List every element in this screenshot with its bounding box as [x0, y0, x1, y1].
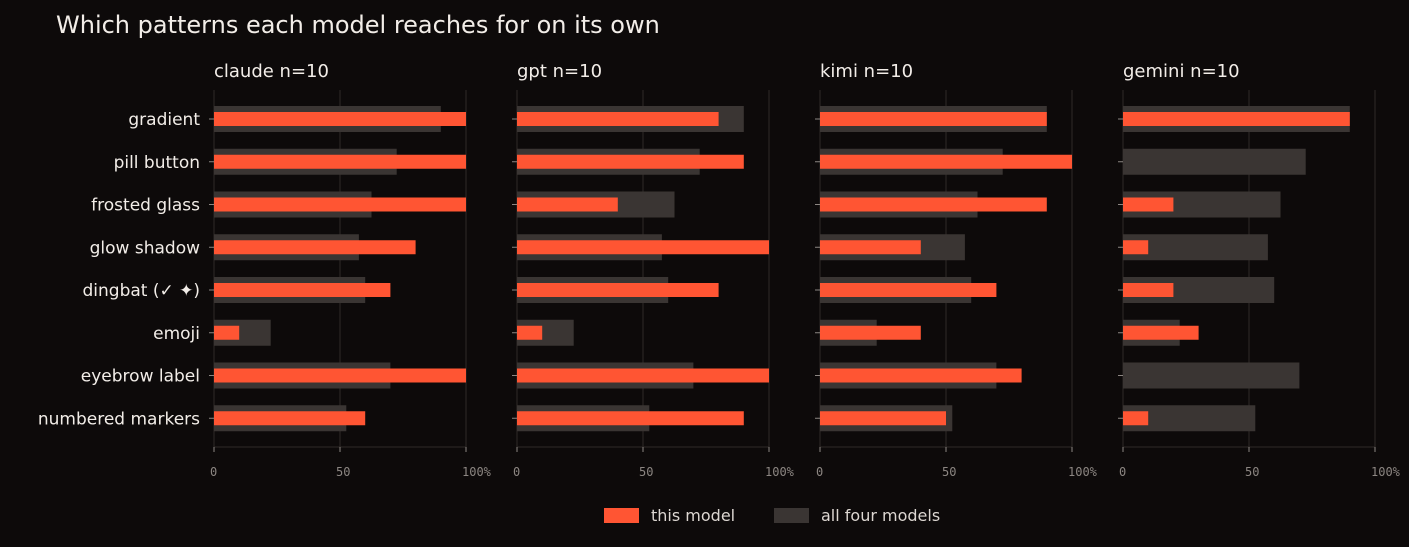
panel-gemini: gemini n=10 0 50 100% — [1118, 61, 1401, 479]
this-model-bar — [517, 368, 769, 383]
category-label: glow shadow — [90, 238, 200, 258]
this-model-bar — [1123, 325, 1199, 340]
this-model-bar — [820, 325, 921, 340]
this-model-bar — [517, 325, 543, 340]
category-label: gradient — [128, 110, 200, 130]
this-model-bar — [1123, 197, 1174, 212]
this-model-bar — [214, 325, 240, 340]
legend-label: all four models — [821, 506, 940, 525]
x-tick-label: 50 — [336, 465, 350, 479]
panel-kimi: kimi n=10 0 50 100% — [815, 61, 1098, 479]
this-model-bar — [1123, 240, 1149, 255]
x-tick-label: 50 — [942, 465, 956, 479]
this-model-bar — [214, 112, 466, 126]
legend: this model all four models — [604, 506, 940, 525]
this-model-bar — [820, 283, 997, 297]
legend-swatch — [774, 508, 809, 523]
x-tick-label: 0 — [513, 465, 520, 479]
this-model-bar — [214, 240, 416, 255]
this-model-bar — [517, 197, 618, 212]
this-model-bar — [214, 283, 391, 297]
category-label: pill button — [114, 153, 200, 173]
this-model-bar — [820, 240, 921, 255]
this-model-bar — [517, 154, 744, 169]
x-tick-label: 50 — [1245, 465, 1259, 479]
this-model-bar — [517, 240, 769, 255]
this-model-bar — [820, 112, 1047, 126]
this-model-bar — [820, 368, 1022, 383]
panel-claude: claude n=10 0 50 100% gradient pill button fro… — [38, 61, 492, 479]
x-tick-label: 100% — [1068, 465, 1098, 479]
chart-title: Which patterns each model reaches for on… — [56, 11, 660, 39]
this-model-bar — [214, 368, 466, 383]
x-tick-label: 0 — [816, 465, 823, 479]
all-models-bar — [1123, 148, 1306, 175]
legend-item: all four models — [774, 506, 940, 525]
this-model-bar — [820, 411, 946, 426]
this-model-bar — [214, 197, 466, 212]
this-model-bar — [1123, 411, 1149, 426]
this-model-bar — [517, 112, 719, 126]
this-model-bar — [214, 154, 466, 169]
category-label: frosted glass — [91, 196, 200, 216]
x-tick-label: 100% — [765, 465, 795, 479]
this-model-bar — [820, 197, 1047, 212]
x-tick-label: 100% — [1371, 465, 1401, 479]
legend-swatch — [604, 508, 639, 523]
this-model-bar — [214, 411, 366, 426]
this-model-bar — [517, 411, 744, 426]
x-tick-label: 0 — [210, 465, 217, 479]
chart-panels: claude n=10 0 50 100% gradient pill button fro… — [38, 61, 1401, 479]
category-label: eyebrow label — [81, 367, 200, 387]
legend-label: this model — [651, 506, 735, 525]
this-model-bar — [517, 283, 719, 297]
x-tick-label: 50 — [639, 465, 653, 479]
x-tick-label: 0 — [1119, 465, 1126, 479]
panel-title: gpt n=10 — [517, 61, 602, 82]
category-label: emoji — [153, 324, 200, 344]
category-label: numbered markers — [38, 409, 200, 429]
panel-gpt: gpt n=10 0 50 100% — [512, 61, 795, 479]
x-tick-label: 100% — [462, 465, 492, 479]
legend-item: this model — [604, 506, 735, 525]
category-label: dingbat (✓ ✦) — [82, 281, 200, 301]
panel-title: claude n=10 — [214, 61, 329, 82]
panel-title: kimi n=10 — [820, 61, 913, 82]
panel-title: gemini n=10 — [1123, 61, 1240, 82]
this-model-bar — [1123, 283, 1174, 297]
this-model-bar — [1123, 112, 1350, 126]
all-models-bar — [1123, 362, 1300, 389]
this-model-bar — [820, 154, 1072, 169]
